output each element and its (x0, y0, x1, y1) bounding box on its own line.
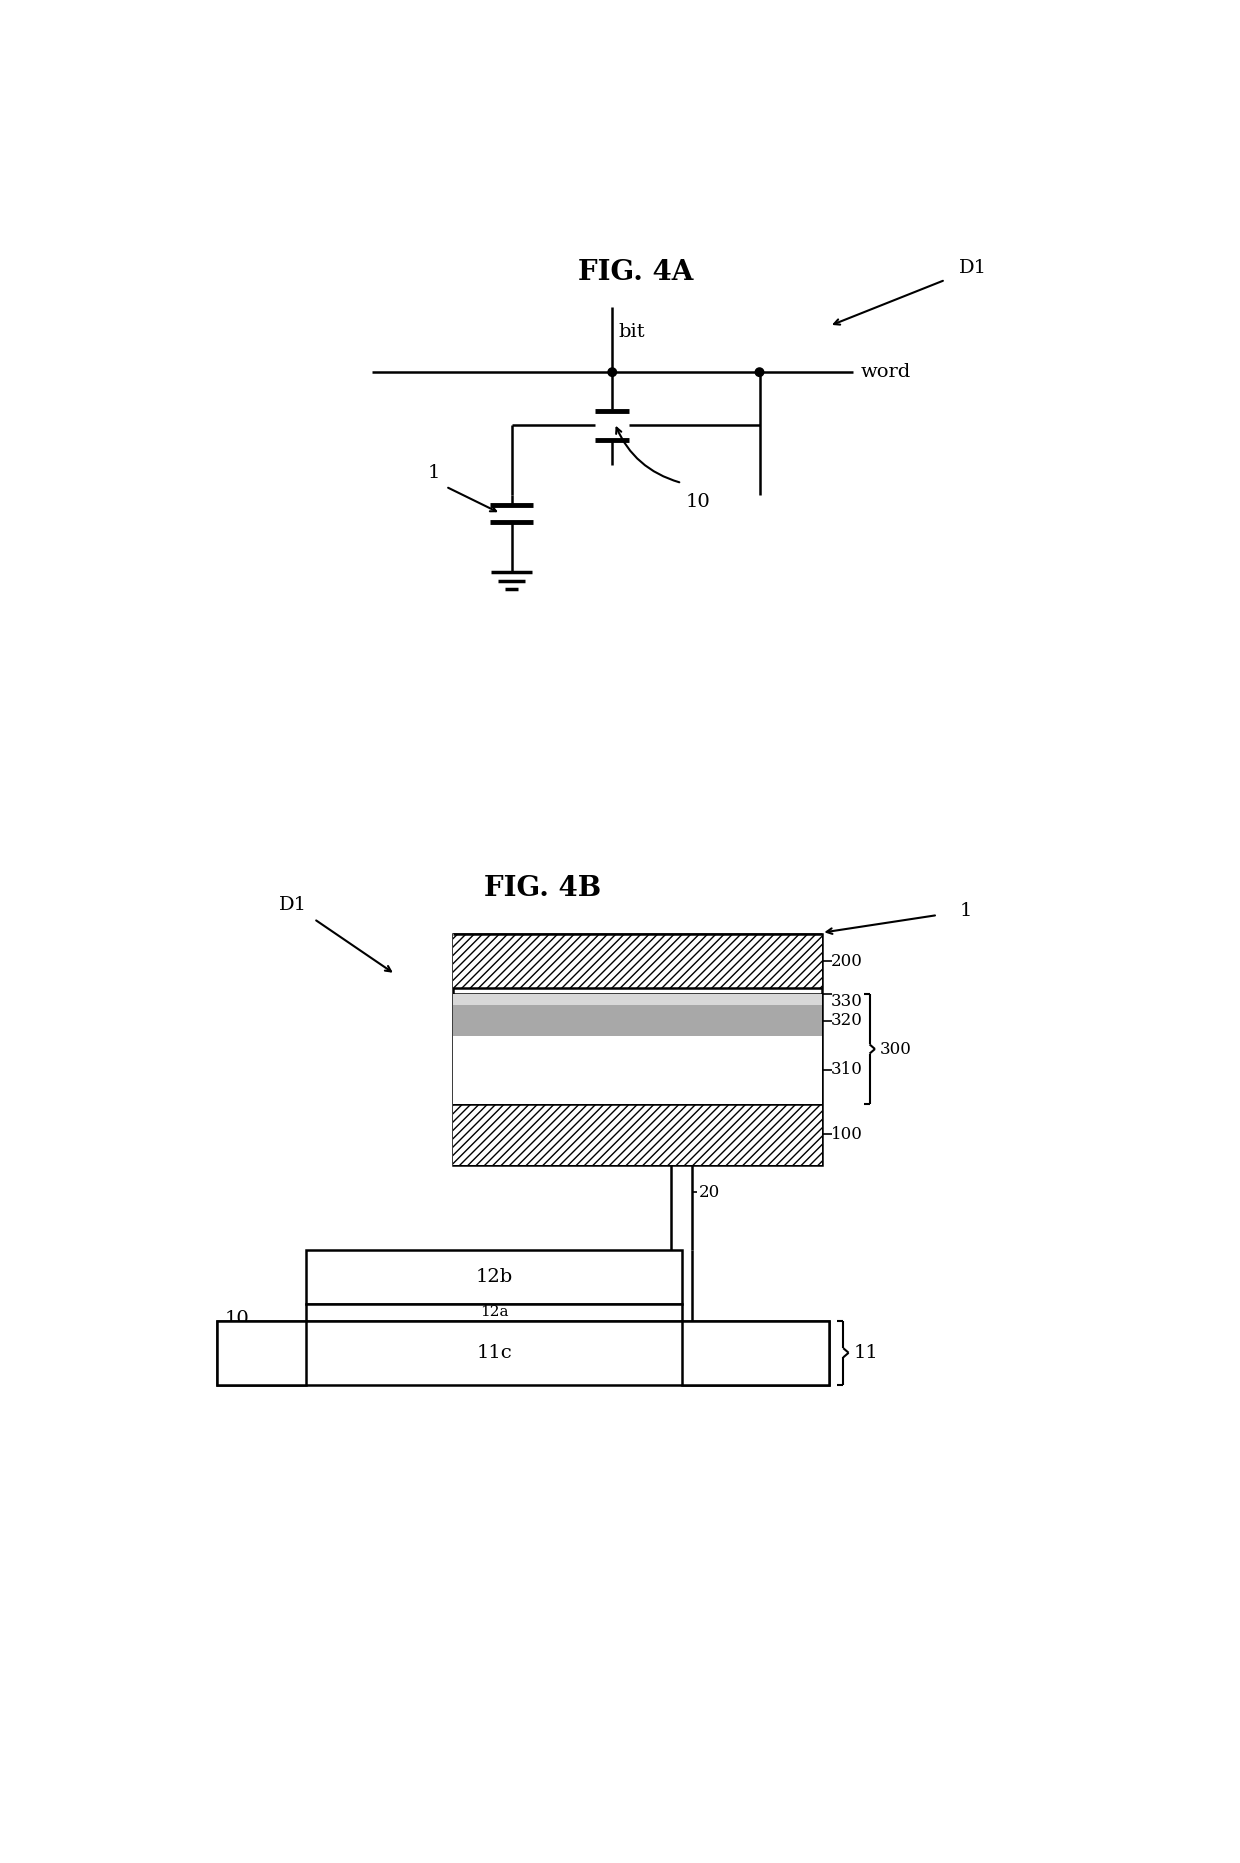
Bar (682, 1321, 830, 1384)
Text: D1: D1 (959, 259, 987, 278)
Text: 20: 20 (698, 1183, 720, 1202)
Text: bit: bit (619, 324, 645, 341)
Text: 1: 1 (960, 902, 972, 920)
Text: 330: 330 (831, 993, 863, 1010)
Text: 12b: 12b (475, 1269, 512, 1285)
Bar (454, 1036, 821, 1103)
Text: 10: 10 (224, 1310, 249, 1328)
Text: 310: 310 (831, 1062, 863, 1079)
Text: 11a: 11a (243, 1343, 280, 1362)
Text: 11: 11 (854, 1343, 879, 1362)
Text: D1: D1 (279, 896, 308, 915)
Text: FIG. 4B: FIG. 4B (484, 874, 601, 902)
Bar (217, 1321, 830, 1384)
Text: 200: 200 (831, 952, 863, 971)
Text: 11c: 11c (476, 1343, 512, 1362)
Text: 320: 320 (831, 1012, 863, 1028)
Bar (454, 995, 821, 1006)
Circle shape (608, 367, 616, 376)
Bar (217, 1321, 306, 1384)
Text: word: word (861, 363, 910, 382)
Text: 11b: 11b (737, 1343, 774, 1362)
Bar (306, 1250, 682, 1304)
Bar (454, 933, 821, 987)
Text: 300: 300 (879, 1041, 911, 1058)
Circle shape (755, 367, 764, 376)
Bar (454, 933, 821, 1164)
Text: 100: 100 (831, 1125, 863, 1144)
Bar (306, 1304, 682, 1321)
Text: 1: 1 (428, 464, 440, 483)
Text: FIG. 4A: FIG. 4A (578, 259, 693, 285)
Text: 12a: 12a (480, 1306, 508, 1319)
Bar (454, 1006, 821, 1036)
Bar (454, 1103, 821, 1164)
Text: 10: 10 (686, 494, 709, 510)
